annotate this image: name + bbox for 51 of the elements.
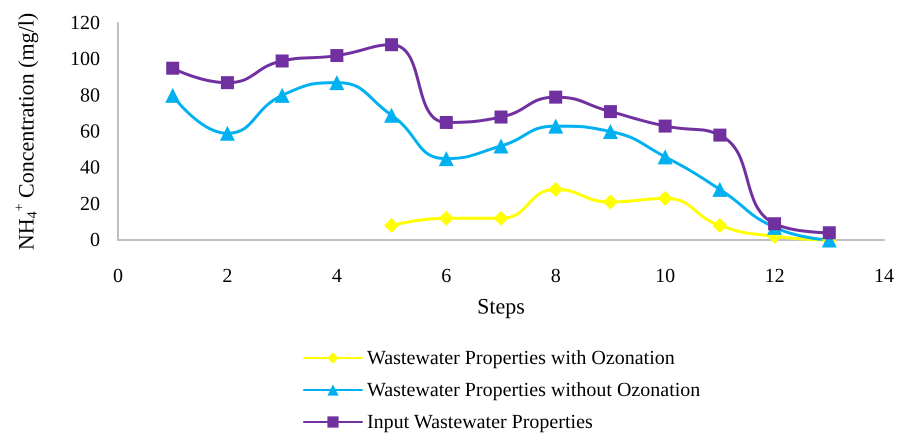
y-tick-label: 120 [70, 12, 100, 34]
point [494, 210, 508, 226]
point [384, 218, 400, 234]
y-tick-label: 100 [70, 48, 100, 70]
point [712, 182, 728, 197]
y-tick-label: 60 [80, 120, 100, 142]
point [768, 217, 782, 230]
point [602, 124, 618, 139]
point [385, 38, 398, 52]
point [220, 76, 234, 90]
point [438, 210, 454, 226]
point [549, 90, 562, 104]
x-tick-label: 0 [113, 265, 123, 287]
y-axis-title: NH4+ Concentration (mg/l) [12, 12, 40, 250]
point [822, 226, 836, 240]
y-tick-label: 40 [80, 156, 100, 179]
point [494, 110, 508, 124]
point [658, 190, 673, 206]
point [440, 116, 453, 129]
point [548, 118, 564, 134]
point [330, 49, 344, 62]
point [604, 105, 617, 118]
legend-label: Input Wastewater Properties [367, 411, 593, 433]
point [384, 108, 400, 123]
point [658, 120, 672, 133]
x-tick-label: 8 [550, 265, 561, 287]
x-tick-label: 4 [332, 265, 342, 287]
point [220, 126, 235, 141]
y-tick-label: 80 [80, 84, 100, 106]
point [658, 149, 673, 164]
point [712, 218, 728, 234]
x-tick-label: 14 [874, 265, 894, 287]
point [494, 138, 508, 154]
point [166, 62, 180, 75]
point [548, 182, 564, 197]
x-tick-label: 12 [764, 265, 785, 287]
point [438, 151, 454, 166]
y-tick-label: 20 [80, 192, 100, 215]
point [276, 54, 289, 68]
x-tick-label: 2 [222, 265, 232, 287]
x-axis-title: Steps [477, 294, 525, 318]
point [274, 88, 290, 103]
legend-label: Wastewater Properties with Ozonation [367, 347, 675, 369]
x-tick-label: 10 [655, 265, 676, 287]
point [165, 88, 180, 103]
point [329, 75, 344, 90]
point [602, 194, 618, 210]
legend-label: Wastewater Properties without Ozonation [367, 379, 700, 401]
x-tick-label: 6 [441, 265, 452, 287]
point [713, 128, 726, 142]
y-tick-label: 0 [90, 229, 100, 251]
